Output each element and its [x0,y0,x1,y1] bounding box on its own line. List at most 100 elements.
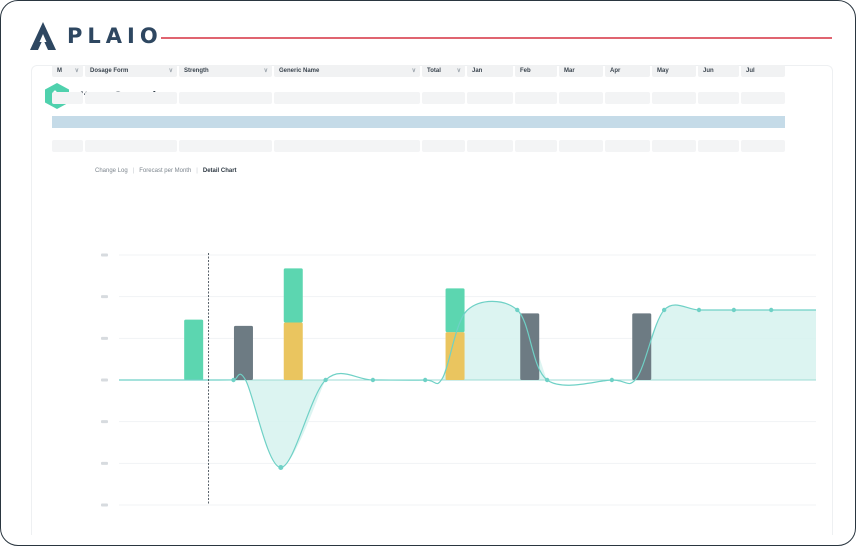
table-cell [85,116,179,128]
bar-segment-gray [632,313,652,380]
table-cell [515,92,557,104]
chevron-down-icon[interactable]: ∨ [168,68,173,74]
table-cell [179,140,272,152]
table-cell [652,116,698,128]
column-header-jul[interactable]: Jul [741,65,785,77]
column-header-label: M [57,68,62,74]
data-point [422,377,428,383]
data-point [544,377,550,383]
table-cell [85,92,177,104]
column-header-generic-name[interactable]: Generic Name ∨ [274,65,420,77]
data-point [515,307,520,313]
data-point [768,307,774,313]
bar-segment-gray [233,325,253,380]
table-cell [741,140,785,152]
y-tick-label [101,461,108,465]
area-fill [636,304,816,380]
data-point [278,465,284,470]
y-tick-label [101,503,108,507]
table-cell [179,92,272,104]
column-header-jun[interactable]: Jun [698,65,739,77]
area-fill [233,374,326,468]
table-cell [698,140,739,152]
bar-segment-yellow [283,322,303,380]
chevron-down-icon[interactable]: ∨ [263,68,268,74]
table-cell [85,140,177,152]
table-row[interactable] [52,92,787,104]
bar-segment-green [283,268,303,323]
table-cell [274,116,422,128]
series-line [119,300,816,469]
column-header-total[interactable]: Total ∨ [422,65,465,77]
column-header-label: Jun [703,68,714,74]
chart-tabs: Change Log | Forecast per Month | Detail Cha… [95,168,237,174]
table-header: M ∨ Dosage Form ∨ Strength ∨ Generic Name ∨ Tota… [52,65,787,77]
bar-segment-green [445,288,465,333]
table-cell [741,116,785,128]
y-tick-label [101,253,108,257]
table-cell [467,92,513,104]
column-header-label: Dosage Form [90,68,129,74]
data-point [609,377,615,383]
column-header-m[interactable]: M ∨ [52,65,83,77]
table-cell [652,92,696,104]
brand-name: PLAIO [67,24,163,48]
bar-segment-green [184,319,204,380]
data-point [731,307,737,313]
table-cell [652,140,696,152]
y-tick-label [101,336,108,340]
chevron-down-icon[interactable]: ∨ [74,68,79,74]
tab-change-log[interactable]: Change Log [95,168,128,174]
chevron-down-icon[interactable]: ∨ [411,68,416,74]
table-cell [741,92,785,104]
table-cell [605,116,652,128]
column-header-feb[interactable]: Feb [515,65,557,77]
y-tick-label [101,420,108,424]
column-header-label: Mar [564,68,575,74]
header-divider [161,37,832,39]
data-point [661,307,667,313]
column-header-mar[interactable]: Mar [559,65,603,77]
table-cell [605,140,650,152]
table-cell [467,116,515,128]
column-header-label: Jan [472,68,483,74]
tab-detail-chart[interactable]: Detail Chart [202,168,237,174]
column-header-apr[interactable]: Apr [605,65,650,77]
column-header-label: Apr [610,68,621,74]
bar-segment-yellow [445,332,465,380]
table-cell [52,140,83,152]
data-point [696,307,702,313]
data-point [231,377,236,383]
column-header-label: Generic Name [279,68,320,74]
table-cell [52,116,85,128]
table-cell [559,116,605,128]
tab-separator: | [132,168,135,174]
column-header-label: May [657,68,669,74]
table-row[interactable] [52,140,787,152]
column-header-strength[interactable]: Strength ∨ [179,65,272,77]
column-header-label: Strength [184,68,209,74]
table-cell [52,92,83,104]
detail-chart [101,253,816,507]
brand-logo[interactable]: PLAIO [29,21,163,51]
chevron-down-icon[interactable]: ∨ [456,68,461,74]
table-cell [274,92,420,104]
column-header-may[interactable]: May [652,65,696,77]
app-header: PLAIO [1,1,855,63]
column-header-label: Total [427,68,441,74]
table-cell [274,140,420,152]
column-header-label: Feb [520,68,531,74]
table-cell [467,140,513,152]
y-tick-label [101,378,108,382]
column-header-dosage-form[interactable]: Dosage Form ∨ [85,65,177,77]
tab-forecast-per-month[interactable]: Forecast per Month [139,168,192,174]
column-header-jan[interactable]: Jan [467,65,513,77]
data-point [370,377,376,383]
table-cell [179,116,274,128]
column-header-label: Jul [746,68,755,74]
table-cell [698,92,739,104]
bar-segment-gray [520,313,540,380]
table-row[interactable] [52,116,787,128]
table-cell [515,116,559,128]
